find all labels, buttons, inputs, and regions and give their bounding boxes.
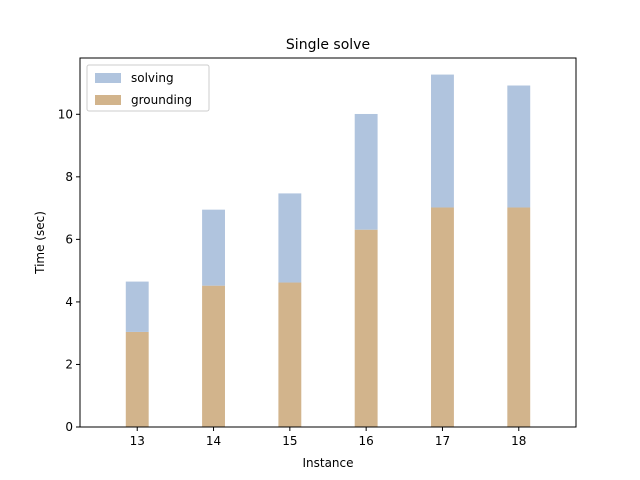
bar-grounding-17 [431,207,454,427]
y-ticks: 0 2 4 6 8 10 [58,107,80,434]
y-tick-label: 10 [58,107,73,121]
y-tick-label: 4 [65,295,73,309]
bars-group [125,74,531,427]
bar-solving-18 [507,85,531,208]
x-tick-label: 17 [435,434,450,448]
legend-label-solving: solving [131,71,174,85]
legend-swatch-solving [95,73,121,83]
x-tick-label: 14 [206,434,221,448]
bar-grounding-16 [354,229,378,427]
legend-swatch-grounding [95,95,121,105]
x-tick-label: 18 [511,434,526,448]
chart-title: Single solve [286,37,370,53]
y-axis-label: Time (sec) [33,211,47,275]
legend: solving grounding [86,64,210,112]
legend-label-grounding: grounding [131,93,192,107]
x-tick-label: 16 [359,434,374,448]
x-tick-label: 13 [130,434,145,448]
bar-solving-17 [431,74,454,208]
x-tick-label: 15 [282,434,297,448]
bar-solving-16 [354,113,378,230]
plot-frame [79,57,577,428]
bar-grounding-18 [507,207,531,427]
bar-grounding-13 [125,331,149,427]
x-ticks: 13 14 15 16 17 18 [130,427,526,448]
y-tick-label: 2 [65,357,73,371]
bar-solving-13 [125,281,149,332]
bar-solving-15 [278,193,302,283]
bar-solving-14 [202,209,225,286]
bar-grounding-14 [202,285,225,427]
bar-grounding-15 [278,282,302,427]
x-axis-label: Instance [302,456,353,470]
y-tick-label: 8 [65,170,73,184]
y-tick-label: 0 [65,420,73,434]
y-tick-label: 6 [65,232,73,246]
